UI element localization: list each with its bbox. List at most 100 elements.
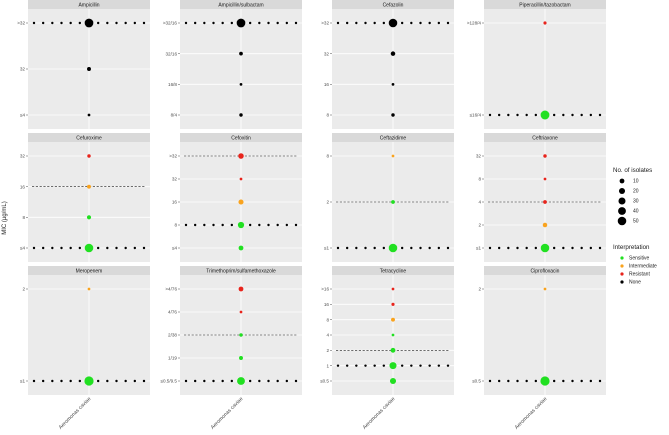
- legend-size-label: 10: [633, 179, 639, 185]
- tested-range-marker: [60, 21, 63, 25]
- panel-ampicillin-sulbactam: Ampicillin/sulbactam 8/4 16/8 32/16 >32/16: [163, 0, 302, 129]
- tested-range-marker: [51, 246, 54, 250]
- tested-range-marker: [276, 21, 279, 25]
- tested-range-marker: [562, 379, 565, 383]
- data-point-sensitive: [237, 377, 245, 385]
- tested-range-marker: [115, 379, 118, 383]
- panel-strip: [28, 0, 150, 9]
- y-tick-label: ≤0.5: [320, 379, 329, 384]
- panel-title: Cefuroxime: [76, 135, 102, 141]
- y-tick-label: ≤1: [20, 379, 26, 384]
- tested-range-marker: [336, 21, 340, 25]
- tested-range-marker: [419, 21, 422, 25]
- legend-color-swatch-sensitive: [620, 256, 624, 260]
- tested-range-marker: [294, 379, 298, 383]
- tested-range-marker: [373, 246, 376, 250]
- x-tick-label: Aeromonas caviae: [514, 396, 549, 431]
- data-point-resistant: [543, 200, 547, 204]
- tested-range-marker: [364, 246, 367, 250]
- tested-range-marker: [552, 246, 556, 250]
- data-point-sensitive: [388, 243, 398, 253]
- data-point-resistant: [239, 310, 243, 314]
- tested-range-marker: [410, 364, 413, 367]
- y-tick-label: ≤4: [20, 246, 26, 251]
- y-tick-label: 16: [20, 184, 26, 189]
- data-point-sensitive: [389, 362, 397, 370]
- y-tick-label: 2: [326, 200, 329, 205]
- tested-range-marker: [571, 379, 574, 383]
- tested-range-marker: [525, 379, 528, 383]
- panel-strip: [332, 266, 454, 275]
- tested-range-marker: [382, 21, 386, 25]
- panel-title: Cefoxitin: [231, 135, 251, 141]
- data-point-sensitive: [540, 243, 550, 253]
- tested-range-marker: [488, 113, 492, 117]
- data-point-intermediate: [391, 317, 395, 322]
- tested-range-marker: [428, 246, 431, 250]
- tested-range-marker: [133, 379, 137, 383]
- tested-range-marker: [516, 246, 519, 250]
- data-point-none: [391, 82, 395, 86]
- tested-range-marker: [534, 246, 538, 250]
- tested-range-marker: [203, 21, 206, 25]
- tested-range-marker: [41, 21, 45, 25]
- tested-range-marker: [562, 246, 565, 250]
- data-point-sensitive: [391, 333, 395, 337]
- data-point-sensitive: [389, 377, 397, 385]
- legend-size-label: 40: [633, 209, 639, 215]
- y-tick-label: ≤1: [476, 246, 482, 251]
- tested-range-marker: [355, 364, 358, 367]
- panel-title: Ceftazidime: [380, 135, 407, 141]
- data-point-none: [87, 113, 91, 117]
- panel-title: Piperacillin/tazobactam: [519, 2, 570, 8]
- tested-range-marker: [285, 21, 289, 25]
- tested-range-marker: [133, 246, 137, 250]
- data-point-none: [236, 18, 246, 28]
- data-point-resistant: [239, 177, 243, 181]
- data-point-sensitive: [390, 347, 396, 353]
- data-point-intermediate: [542, 222, 548, 228]
- y-tick-label: 16: [324, 302, 330, 307]
- legend-size-title: No. of isolates: [613, 167, 652, 174]
- tested-range-marker: [212, 21, 215, 25]
- tested-range-marker: [336, 364, 340, 367]
- tested-range-marker: [258, 21, 261, 25]
- data-point-none: [239, 82, 243, 86]
- tested-range-marker: [124, 246, 127, 250]
- panel-title: Cefazolin: [383, 2, 404, 8]
- y-axis-title: MIC (µg/mL): [2, 201, 8, 234]
- tested-range-marker: [96, 379, 100, 383]
- panel-strip: [332, 0, 454, 9]
- tested-range-marker: [96, 246, 100, 250]
- tested-range-marker: [184, 21, 188, 25]
- legend-color-label: Sensitive: [629, 256, 650, 262]
- y-tick-label: ≤16/4: [470, 113, 482, 118]
- panel-title: Meropenem: [76, 268, 103, 274]
- tested-range-marker: [230, 223, 234, 227]
- tested-range-marker: [294, 21, 298, 25]
- panel-trimethoprim-sulfamethoxazole: Trimethoprim/sulfamethoxazole ≤0.5/9.5 1/1…: [160, 266, 302, 431]
- legend-size-label: 20: [633, 189, 639, 195]
- data-point-none: [239, 113, 243, 117]
- tested-range-marker: [212, 379, 215, 383]
- tested-range-marker: [221, 223, 224, 227]
- legend-color-swatch-none: [620, 280, 624, 284]
- data-point-sensitive: [238, 245, 244, 251]
- tested-range-marker: [267, 379, 270, 383]
- data-point-resistant: [87, 154, 91, 158]
- tested-range-marker: [267, 223, 270, 227]
- legend-size-swatch: [617, 216, 627, 226]
- legend-color-label: Resistant: [629, 272, 650, 278]
- tested-range-marker: [437, 364, 441, 367]
- data-point-none: [391, 113, 395, 117]
- panel-cefoxitin: Cefoxitin ≤4 8 16 32 >32: [169, 133, 302, 262]
- tested-range-marker: [51, 379, 54, 383]
- legend-size-swatch: [618, 197, 626, 205]
- y-tick-label: 1: [326, 363, 329, 368]
- tested-range-marker: [525, 246, 528, 250]
- tested-range-marker: [598, 379, 602, 383]
- tested-range-marker: [106, 246, 109, 250]
- tested-range-marker: [124, 21, 127, 25]
- tested-range-marker: [446, 21, 450, 25]
- tested-range-marker: [212, 223, 215, 227]
